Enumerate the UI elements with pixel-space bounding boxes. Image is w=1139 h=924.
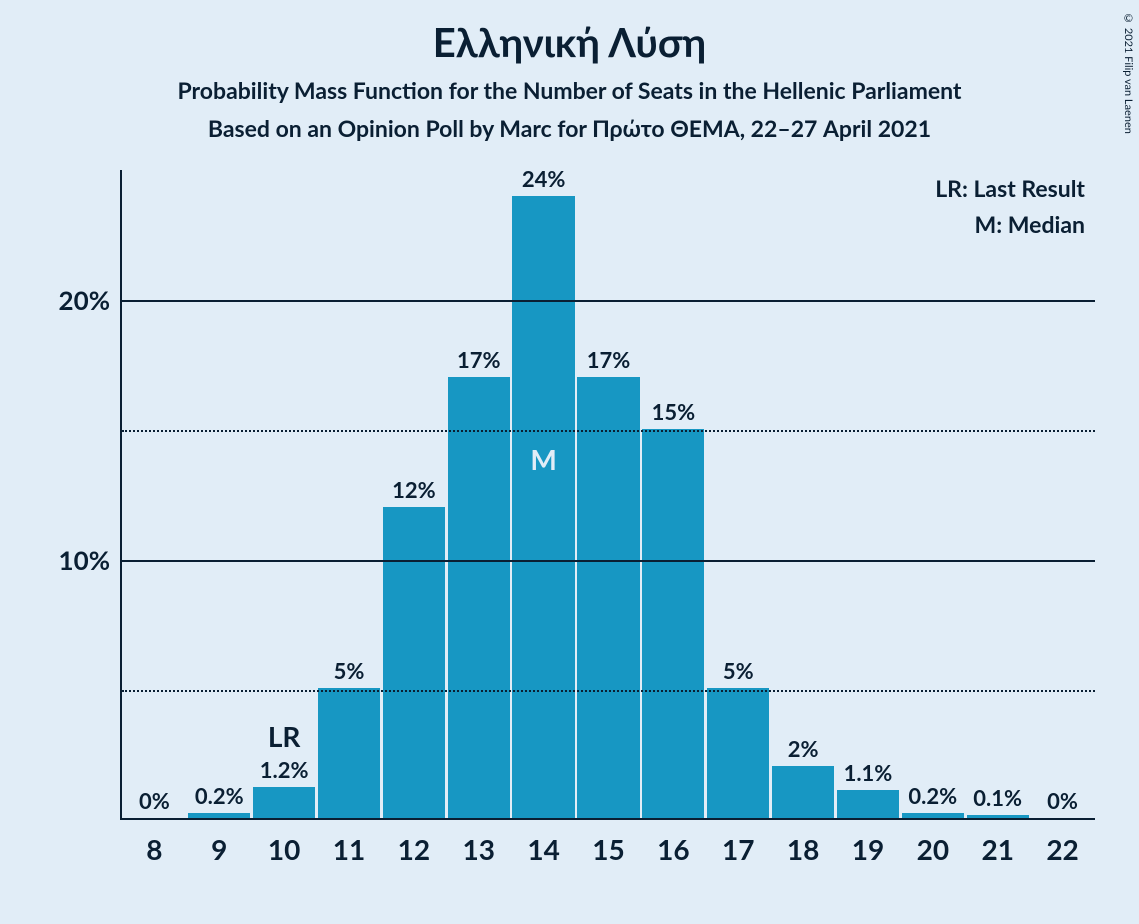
bar-value-label: 17% [446,346,511,373]
bar [512,196,574,818]
grid-minor-line [122,430,1095,432]
bar [383,507,445,818]
bar-annotation-m: M [511,442,576,476]
bar-slot: 2%18 [771,170,836,818]
x-tick-label: 16 [641,832,706,866]
x-tick-label: 8 [122,832,187,866]
x-tick-label: 22 [1030,832,1095,866]
bar-slot: 24%M14 [511,170,576,818]
bar-slot: LR1.2%10 [252,170,317,818]
chart-subtitle-2: Based on an Opinion Poll by Marc for Πρώ… [0,114,1139,142]
bar [253,787,315,818]
bar [967,815,1029,818]
bar [448,377,510,818]
x-tick-label: 17 [706,832,771,866]
bar-value-label: 2% [771,735,836,762]
x-tick-label: 10 [252,832,317,866]
grid-minor-line [122,690,1095,692]
chart-titles: Ελληνική Λύση Probability Mass Function … [0,0,1139,142]
chart-subtitle-1: Probability Mass Function for the Number… [0,76,1139,104]
x-tick-label: 15 [576,832,641,866]
bar-slot: 0.2%9 [187,170,252,818]
bar-value-label: 0% [122,787,187,814]
grid-major-line [122,560,1095,562]
bar-value-label: 0.2% [187,782,252,809]
bar [902,813,964,818]
bar [188,813,250,818]
grid-major-line [122,300,1095,302]
x-tick-label: 11 [317,832,382,866]
chart-title: Ελληνική Λύση [0,18,1139,66]
bar [837,790,899,819]
y-tick-label: 20% [30,284,110,316]
x-tick-label: 20 [900,832,965,866]
bar-slot: 0%8 [122,170,187,818]
bar [577,377,639,818]
x-tick-label: 21 [965,832,1030,866]
y-tick-label: 10% [30,544,110,576]
bar [707,688,769,818]
chart-container: LR: Last Result M: Median 0%80.2%9LR1.2%… [30,160,1110,900]
bar-value-label: 12% [381,476,446,503]
plot-area: LR: Last Result M: Median 0%80.2%9LR1.2%… [120,170,1095,820]
bar-slot: 0.2%20 [900,170,965,818]
bar-value-label: 5% [706,657,771,684]
bar-slot: 15%16 [641,170,706,818]
bar-slot: 17%13 [446,170,511,818]
bar-slot: 12%12 [381,170,446,818]
bars-layer: 0%80.2%9LR1.2%105%1112%1217%1324%M1417%1… [122,170,1095,818]
copyright-text: © 2021 Filip van Laenen [1122,12,1135,134]
x-tick-label: 9 [187,832,252,866]
bar [772,766,834,818]
bar-value-label: 0.1% [965,784,1030,811]
bar-slot: 0%22 [1030,170,1095,818]
x-tick-label: 14 [511,832,576,866]
x-tick-label: 18 [771,832,836,866]
bar-value-label: 1.2% [252,756,317,783]
bar-slot: 5%17 [706,170,771,818]
bar-value-label: 0% [1030,787,1095,814]
bar-value-label: 17% [576,346,641,373]
bar-slot: 17%15 [576,170,641,818]
bar-slot: 5%11 [317,170,382,818]
x-tick-label: 19 [836,832,901,866]
bar-value-label: 15% [641,398,706,425]
bar-value-label: 1.1% [836,759,901,786]
bar [318,688,380,818]
bar-annotation-lr: LR [252,719,317,753]
x-tick-label: 13 [446,832,511,866]
bar-slot: 0.1%21 [965,170,1030,818]
x-tick-label: 12 [381,832,446,866]
bar-value-label: 24% [511,165,576,192]
bar [642,429,704,818]
bar-value-label: 0.2% [900,782,965,809]
bar-value-label: 5% [317,657,382,684]
bar-slot: 1.1%19 [836,170,901,818]
